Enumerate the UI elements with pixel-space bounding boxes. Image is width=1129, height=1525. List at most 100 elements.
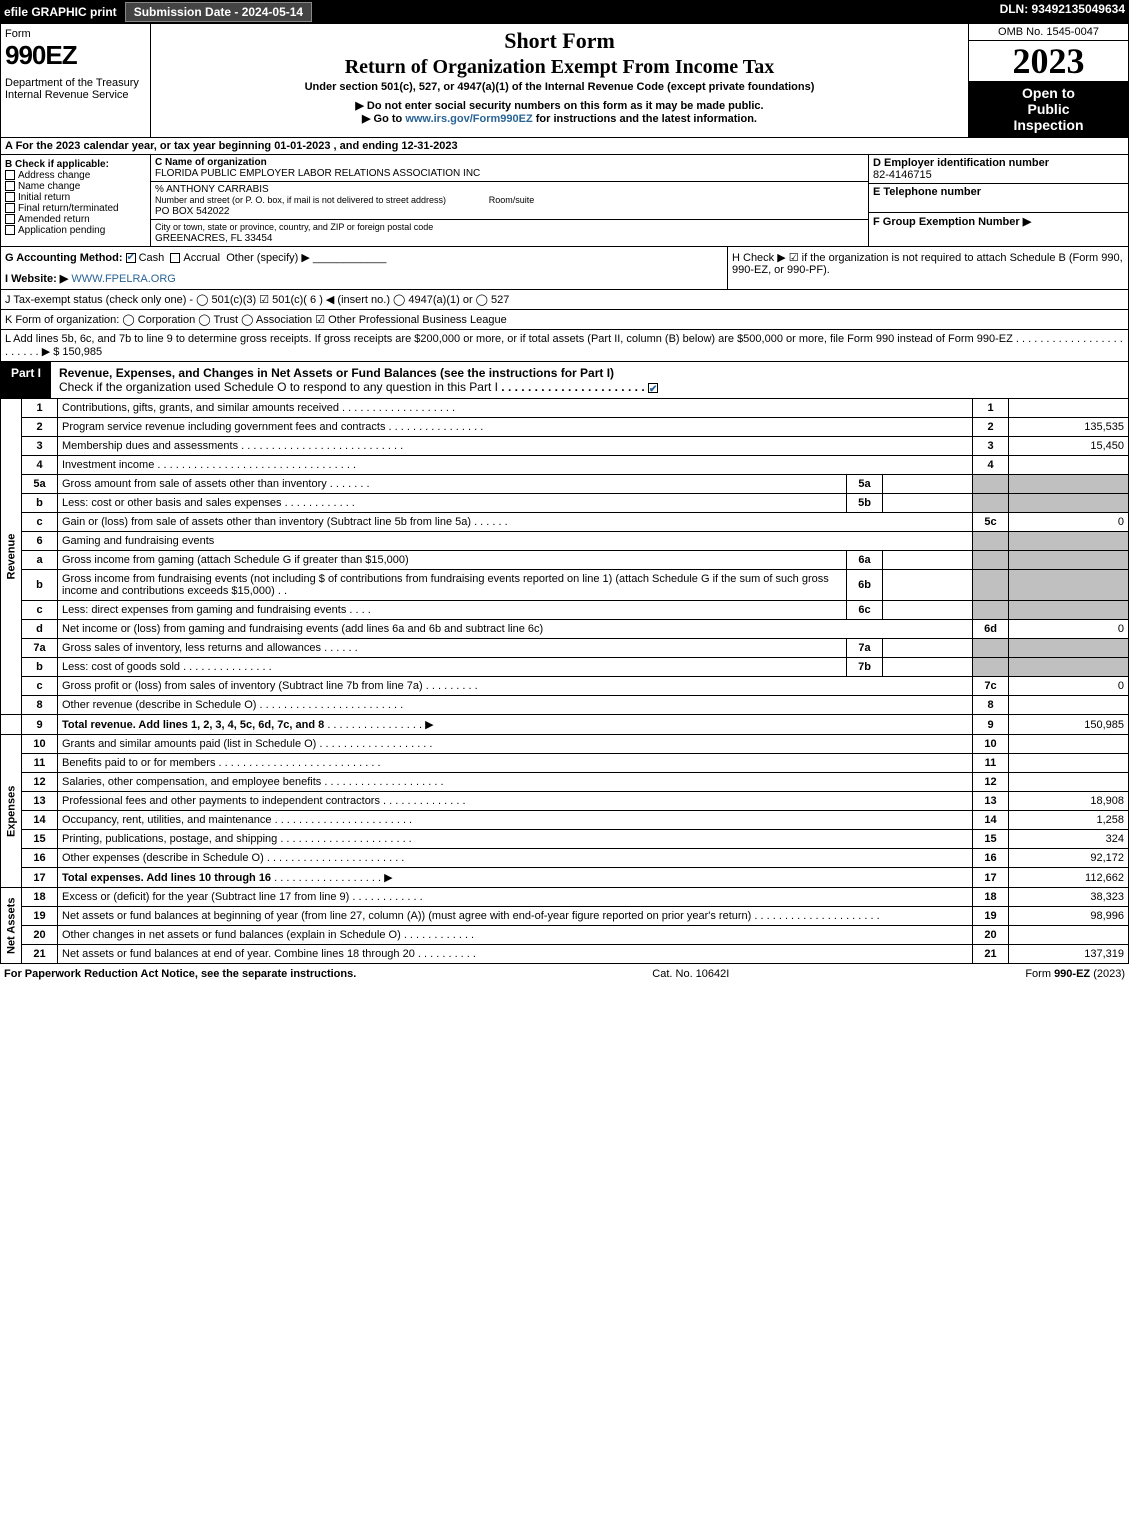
l14-rnum: 14 <box>973 811 1009 830</box>
l5b-txt: Less: cost or other basis and sales expe… <box>62 497 282 509</box>
city-value: GREENACRES, FL 33454 <box>155 233 272 244</box>
l20-rnum: 20 <box>973 926 1009 945</box>
box-h: H Check ▶ ☑ if the organization is not r… <box>728 247 1128 289</box>
l7c-num: c <box>22 677 58 696</box>
l4-txt: Investment income <box>62 459 154 471</box>
l7a-txt: Gross sales of inventory, less returns a… <box>62 642 321 654</box>
footer-right: Form 990-EZ (2023) <box>1025 968 1125 980</box>
l2-num: 2 <box>22 418 58 437</box>
part1-check-note: Check if the organization used Schedule … <box>59 380 498 394</box>
submission-date-button[interactable]: Submission Date - 2024-05-14 <box>125 2 312 22</box>
subtitle-1: Under section 501(c), 527, or 4947(a)(1)… <box>161 81 958 93</box>
opt-accrual: Accrual <box>183 252 220 264</box>
l5b-subval <box>883 494 973 513</box>
l6b-sub: 6b <box>847 570 883 601</box>
l1-val <box>1009 399 1129 418</box>
l6a-subval <box>883 551 973 570</box>
top-bar: efile GRAPHIC print Submission Date - 20… <box>0 0 1129 24</box>
part1-label: Part I <box>1 362 51 398</box>
l3-num: 3 <box>22 437 58 456</box>
chk-accrual[interactable] <box>170 253 180 263</box>
l16-val: 92,172 <box>1009 849 1129 868</box>
l8-txt: Other revenue (describe in Schedule O) <box>62 699 256 711</box>
opt-address-change: Address change <box>18 170 90 181</box>
l9-rnum: 9 <box>973 715 1009 735</box>
footer-center: Cat. No. 10642I <box>652 968 729 980</box>
l18-txt: Excess or (deficit) for the year (Subtra… <box>62 891 349 903</box>
l20-num: 20 <box>22 926 58 945</box>
l17-num: 17 <box>22 868 58 888</box>
opt-initial-return: Initial return <box>18 192 70 203</box>
l6d-val: 0 <box>1009 620 1129 639</box>
box-i: I Website: ▶ WWW.FPELRA.ORG <box>5 272 723 285</box>
l17-val: 112,662 <box>1009 868 1129 888</box>
l4-rnum: 4 <box>973 456 1009 475</box>
l6a-txt: Gross income from gaming (attach Schedul… <box>62 554 409 566</box>
expenses-label: Expenses <box>1 735 22 888</box>
l6b-subval <box>883 570 973 601</box>
l6c-val-shaded <box>1009 601 1129 620</box>
chk-application-pending[interactable] <box>5 225 15 235</box>
l6-num: 6 <box>22 532 58 551</box>
chk-schedule-o[interactable] <box>648 383 658 393</box>
l9-txt: Total revenue. Add lines 1, 2, 3, 4, 5c,… <box>62 719 324 731</box>
page-footer: For Paperwork Reduction Act Notice, see … <box>0 964 1129 984</box>
l7b-subval <box>883 658 973 677</box>
l21-txt: Net assets or fund balances at end of ye… <box>62 948 415 960</box>
l14-txt: Occupancy, rent, utilities, and maintena… <box>62 814 272 826</box>
l6-rnum-shaded <box>973 532 1009 551</box>
chk-amended-return[interactable] <box>5 214 15 224</box>
l6d-txt: Net income or (loss) from gaming and fun… <box>62 623 543 635</box>
l11-val <box>1009 754 1129 773</box>
l5c-val: 0 <box>1009 513 1129 532</box>
chk-final-return[interactable] <box>5 203 15 213</box>
open-line1: Open to <box>973 85 1124 101</box>
chk-initial-return[interactable] <box>5 192 15 202</box>
lines-table: Revenue 1 Contributions, gifts, grants, … <box>0 399 1129 964</box>
l7a-rnum-shaded <box>973 639 1009 658</box>
l6c-subval <box>883 601 973 620</box>
l1-txt: Contributions, gifts, grants, and simila… <box>62 402 339 414</box>
l11-rnum: 11 <box>973 754 1009 773</box>
open-line2: Public <box>973 101 1124 117</box>
row-gh: G Accounting Method: Cash Accrual Other … <box>0 247 1129 290</box>
chk-address-change[interactable] <box>5 170 15 180</box>
l2-val: 135,535 <box>1009 418 1129 437</box>
l2-rnum: 2 <box>973 418 1009 437</box>
website-link[interactable]: WWW.FPELRA.ORG <box>71 273 176 285</box>
efile-label[interactable]: efile GRAPHIC print <box>4 5 117 19</box>
city-label: City or town, state or province, country… <box>155 222 433 232</box>
l16-txt: Other expenses (describe in Schedule O) <box>62 852 264 864</box>
chk-name-change[interactable] <box>5 181 15 191</box>
l6c-sub: 6c <box>847 601 883 620</box>
l6d-num: d <box>22 620 58 639</box>
part1-header: Part I Revenue, Expenses, and Changes in… <box>0 362 1129 399</box>
title-return: Return of Organization Exempt From Incom… <box>161 56 958 79</box>
subtitle-3: ▶ Go to www.irs.gov/Form990EZ for instru… <box>161 112 958 125</box>
l17-arrow: ▶ <box>384 872 392 884</box>
l7a-sub: 7a <box>847 639 883 658</box>
l5a-rnum-shaded <box>973 475 1009 494</box>
l6a-num: a <box>22 551 58 570</box>
l19-txt: Net assets or fund balances at beginning… <box>62 910 751 922</box>
l6b-txt: Gross income from fundraising events (no… <box>62 573 829 597</box>
l20-txt: Other changes in net assets or fund bala… <box>62 929 401 941</box>
l11-txt: Benefits paid to or for members <box>62 757 215 769</box>
l21-val: 137,319 <box>1009 945 1129 964</box>
l5b-val-shaded <box>1009 494 1129 513</box>
l7a-val-shaded <box>1009 639 1129 658</box>
opt-cash: Cash <box>139 252 165 264</box>
l5a-val-shaded <box>1009 475 1129 494</box>
irs-link[interactable]: www.irs.gov/Form990EZ <box>405 113 532 125</box>
box-l-value: 150,985 <box>62 346 102 358</box>
l20-val <box>1009 926 1129 945</box>
l6-val-shaded <box>1009 532 1129 551</box>
l13-txt: Professional fees and other payments to … <box>62 795 380 807</box>
l5a-sub: 5a <box>847 475 883 494</box>
l5b-sub: 5b <box>847 494 883 513</box>
chk-cash[interactable] <box>126 253 136 263</box>
l2-txt: Program service revenue including govern… <box>62 421 385 433</box>
box-d-label: D Employer identification number <box>873 157 1049 169</box>
l19-num: 19 <box>22 907 58 926</box>
l13-num: 13 <box>22 792 58 811</box>
